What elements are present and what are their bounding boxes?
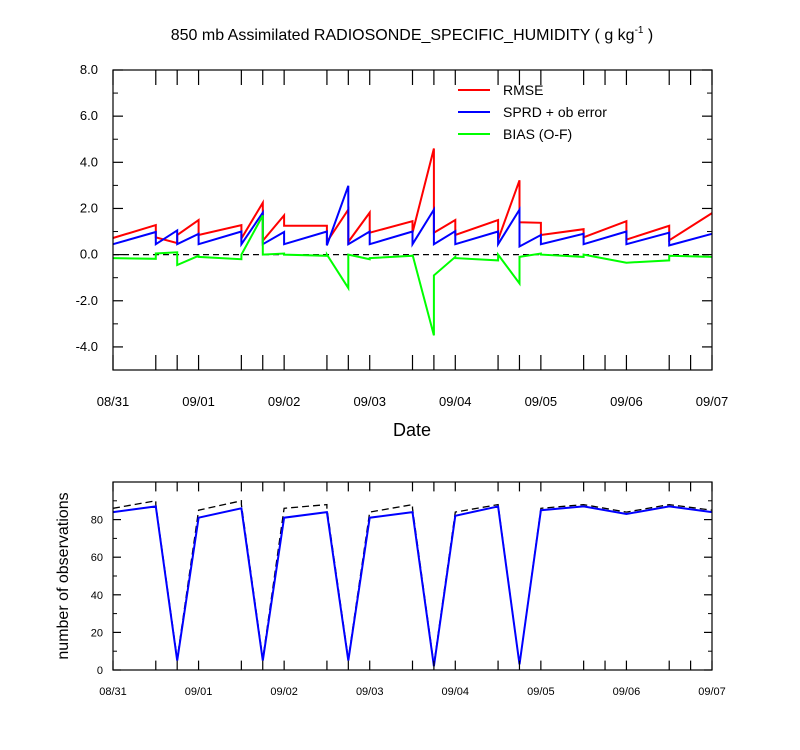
chart-title-superscript: -1 <box>635 25 644 36</box>
x-tick-label: 09/06 <box>613 686 641 698</box>
chart-title-suffix: ) <box>643 27 653 44</box>
y-axis: 8.0 6.0 4.0 2.0 0.0 -2.0 -4.0 <box>76 62 712 354</box>
x-tick-label: 09/07 <box>696 394 729 409</box>
legend-label: RMSE <box>503 82 543 98</box>
x-axis: 08/31 09/01 09/02 09/03 09/04 09/05 09/06 09/07 <box>99 482 726 698</box>
y-tick-label: 8.0 <box>80 62 98 77</box>
y-tick-label: 0 <box>97 665 103 677</box>
series-line-rmse <box>112 148 713 246</box>
y-axis: 0 20 40 60 80 <box>91 500 712 677</box>
legend: RMSE SPRD + ob error BIAS (O-F) <box>458 82 607 142</box>
x-tick-label: 09/01 <box>182 394 215 409</box>
x-axis: 08/31 09/01 09/02 09/03 09/04 09/05 09/06 09/07 <box>97 70 729 409</box>
legend-label: BIAS (O-F) <box>503 126 572 142</box>
x-tick-label: 09/06 <box>610 394 643 409</box>
y-axis-label: number of observations <box>55 492 72 659</box>
y-tick-label: -2.0 <box>76 293 98 308</box>
x-tick-label: 09/05 <box>527 686 555 698</box>
series-line-bias-o-f <box>112 214 713 336</box>
x-tick-label: 09/02 <box>270 686 298 698</box>
series-line-possible <box>112 499 713 665</box>
series-line-sprd-ob-error <box>112 185 713 249</box>
chart-title-text: 850 mb Assimilated RADIOSONDE_SPECIFIC_H… <box>171 27 635 44</box>
x-tick-label: 09/07 <box>698 686 726 698</box>
series-group <box>112 148 713 336</box>
y-tick-label: 4.0 <box>80 154 98 169</box>
x-tick-label: 09/03 <box>356 686 384 698</box>
x-tick-label: 09/05 <box>525 394 558 409</box>
y-tick-label: -4.0 <box>76 339 98 354</box>
y-tick-label: 0.0 <box>80 247 98 262</box>
top-chart: 850 mb Assimilated RADIOSONDE_SPECIFIC_H… <box>76 25 729 440</box>
y-tick-label: 20 <box>91 627 103 639</box>
chart-title: 850 mb Assimilated RADIOSONDE_SPECIFIC_H… <box>171 25 654 44</box>
series-line-assimilated <box>112 505 713 667</box>
y-tick-label: 40 <box>91 590 103 602</box>
bottom-chart: 0 20 40 60 80 08/31 09/01 09/02 09/03 09/04 09/05… <box>55 481 726 698</box>
x-tick-label: 09/04 <box>439 394 472 409</box>
y-tick-label: 80 <box>91 515 103 527</box>
x-tick-label: 09/02 <box>268 394 301 409</box>
plot-frame <box>112 69 713 371</box>
legend-label: SPRD + ob error <box>503 104 607 120</box>
x-axis-label: Date <box>393 420 431 440</box>
x-tick-label: 08/31 <box>99 686 127 698</box>
x-tick-label: 09/03 <box>353 394 386 409</box>
x-tick-label: 09/04 <box>442 686 470 698</box>
y-tick-label: 60 <box>91 552 103 564</box>
y-tick-label: 6.0 <box>80 108 98 123</box>
y-tick-label: 2.0 <box>80 200 98 215</box>
x-tick-label: 09/01 <box>185 686 213 698</box>
series-group <box>112 499 713 667</box>
x-tick-label: 08/31 <box>97 394 130 409</box>
